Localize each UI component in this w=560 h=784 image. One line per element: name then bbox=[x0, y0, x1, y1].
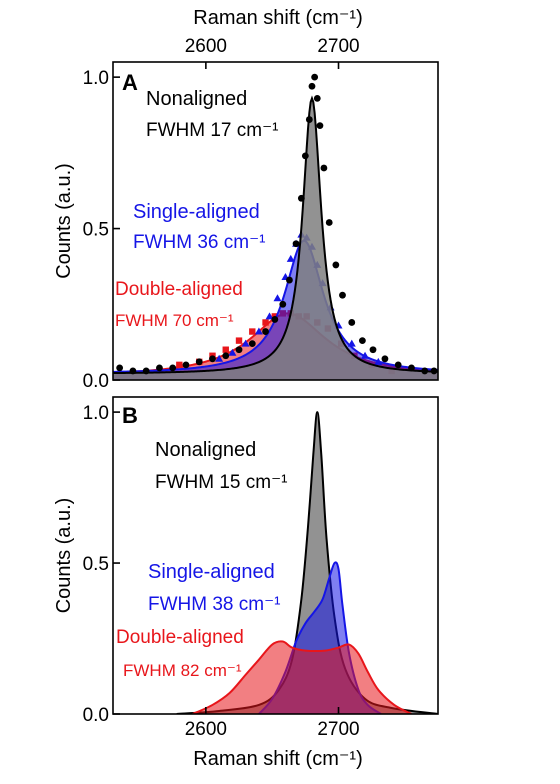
nonaligned-fwhm-label: FWHM 15 cm⁻¹ bbox=[155, 472, 287, 493]
nonaligned-point bbox=[209, 355, 216, 363]
x-tick-label: 2600 bbox=[185, 719, 227, 740]
double-aligned-point bbox=[249, 328, 256, 335]
nonaligned-area bbox=[176, 412, 438, 714]
single-aligned-point bbox=[241, 339, 250, 347]
single-aligned-point bbox=[273, 294, 282, 302]
nonaligned-point bbox=[358, 337, 366, 345]
nonaligned-point bbox=[169, 364, 177, 372]
nonaligned-point bbox=[305, 116, 313, 123]
y-tick-label: 0.0 bbox=[83, 371, 109, 392]
single-aligned-fwhm-label: FWHM 38 cm⁻¹ bbox=[148, 594, 280, 615]
nonaligned-point bbox=[292, 240, 300, 248]
single-aligned-legend-label: Single-aligned bbox=[148, 561, 275, 583]
panel-label: A bbox=[122, 70, 138, 95]
nonaligned-point bbox=[408, 364, 415, 372]
nonaligned-point bbox=[348, 319, 356, 326]
panel-a: 0.0 0.5 1.0 2600 2700 Raman shift (cm⁻¹) Count… bbox=[53, 7, 439, 392]
double-aligned-fwhm-label: FWHM 70 cm⁻¹ bbox=[115, 311, 234, 330]
nonaligned-point bbox=[316, 122, 324, 129]
double-aligned-fwhm-label: FWHM 82 cm⁻¹ bbox=[123, 661, 242, 680]
y-tick-label: 0.5 bbox=[83, 220, 109, 241]
y-tick-label: 0.0 bbox=[83, 705, 109, 726]
nonaligned-point bbox=[271, 316, 279, 323]
double-aligned-legend-label: Double-aligned bbox=[116, 627, 244, 648]
double-aligned-point bbox=[235, 337, 243, 344]
nonaligned-point bbox=[262, 328, 269, 335]
plot-frame bbox=[112, 396, 439, 715]
single-aligned-point bbox=[265, 312, 274, 320]
double-aligned-legend-label: Double-aligned bbox=[115, 279, 243, 300]
plot-area bbox=[176, 411, 438, 714]
nonaligned-point bbox=[332, 261, 340, 269]
nonaligned-point bbox=[279, 300, 287, 308]
x-axis-label: Raman shift (cm⁻¹) bbox=[193, 7, 362, 29]
nonaligned-legend-label: Nonaligned bbox=[155, 439, 256, 461]
single-aligned-point bbox=[254, 327, 263, 335]
x-tick-label: 2700 bbox=[317, 719, 359, 740]
double-aligned-point bbox=[222, 346, 229, 353]
x-axis-label: Raman shift (cm⁻¹) bbox=[193, 748, 362, 770]
nonaligned-point bbox=[195, 358, 203, 366]
panel-label: B bbox=[122, 403, 138, 428]
nonaligned-fit-line bbox=[113, 95, 438, 375]
double-aligned-area bbox=[192, 641, 412, 714]
y-axis-label: Counts (a.u.) bbox=[53, 163, 75, 279]
nonaligned-point bbox=[421, 367, 429, 375]
nonaligned-point bbox=[235, 346, 243, 354]
nonaligned-point bbox=[156, 364, 163, 372]
nonaligned-point bbox=[142, 367, 150, 375]
nonaligned-point bbox=[320, 164, 328, 172]
nonaligned-point bbox=[129, 367, 137, 375]
panel-b: 0.0 0.5 1.0 2600 2700 Raman shift (cm⁻¹) Count… bbox=[53, 396, 439, 770]
single-aligned-point bbox=[286, 254, 295, 262]
x-tick-label: 2600 bbox=[185, 36, 227, 57]
nonaligned-point bbox=[308, 82, 316, 90]
nonaligned-point bbox=[339, 291, 346, 299]
x-tick-label: 2700 bbox=[317, 36, 359, 57]
nonaligned-point bbox=[325, 219, 333, 226]
single-aligned-point bbox=[361, 351, 370, 359]
nonaligned-point bbox=[313, 94, 321, 102]
single-aligned-point bbox=[228, 348, 237, 356]
nonaligned-point bbox=[430, 367, 438, 375]
nonaligned-point bbox=[381, 355, 389, 363]
y-tick-label: 1.0 bbox=[83, 403, 109, 424]
nonaligned-point bbox=[182, 361, 190, 369]
nonaligned-point bbox=[222, 352, 230, 360]
nonaligned-point bbox=[116, 364, 124, 372]
single-aligned-legend-label: Single-aligned bbox=[133, 201, 260, 223]
single-aligned-point bbox=[215, 354, 224, 362]
nonaligned-fwhm-label: FWHM 17 cm⁻¹ bbox=[146, 120, 278, 141]
nonaligned-point bbox=[394, 361, 402, 369]
nonaligned-point bbox=[297, 194, 305, 202]
nonaligned-point bbox=[301, 152, 309, 160]
nonaligned-point bbox=[248, 340, 256, 348]
single-aligned-fwhm-label: FWHM 36 cm⁻¹ bbox=[133, 232, 265, 253]
double-aligned-point bbox=[176, 361, 183, 369]
plot-frame bbox=[112, 61, 439, 381]
plot-area bbox=[113, 73, 438, 380]
nonaligned-legend-label: Nonaligned bbox=[146, 88, 247, 110]
y-tick-label: 0.5 bbox=[83, 554, 109, 575]
nonaligned-point bbox=[311, 73, 319, 81]
y-axis-label: Counts (a.u.) bbox=[53, 498, 75, 614]
single-aligned-point bbox=[347, 339, 356, 347]
nonaligned-point bbox=[369, 346, 377, 354]
double-aligned-outline bbox=[192, 640, 412, 714]
double-aligned-point bbox=[262, 319, 269, 326]
nonaligned-point bbox=[286, 276, 293, 284]
y-tick-label: 1.0 bbox=[83, 68, 109, 89]
single-aligned-point bbox=[374, 357, 383, 365]
